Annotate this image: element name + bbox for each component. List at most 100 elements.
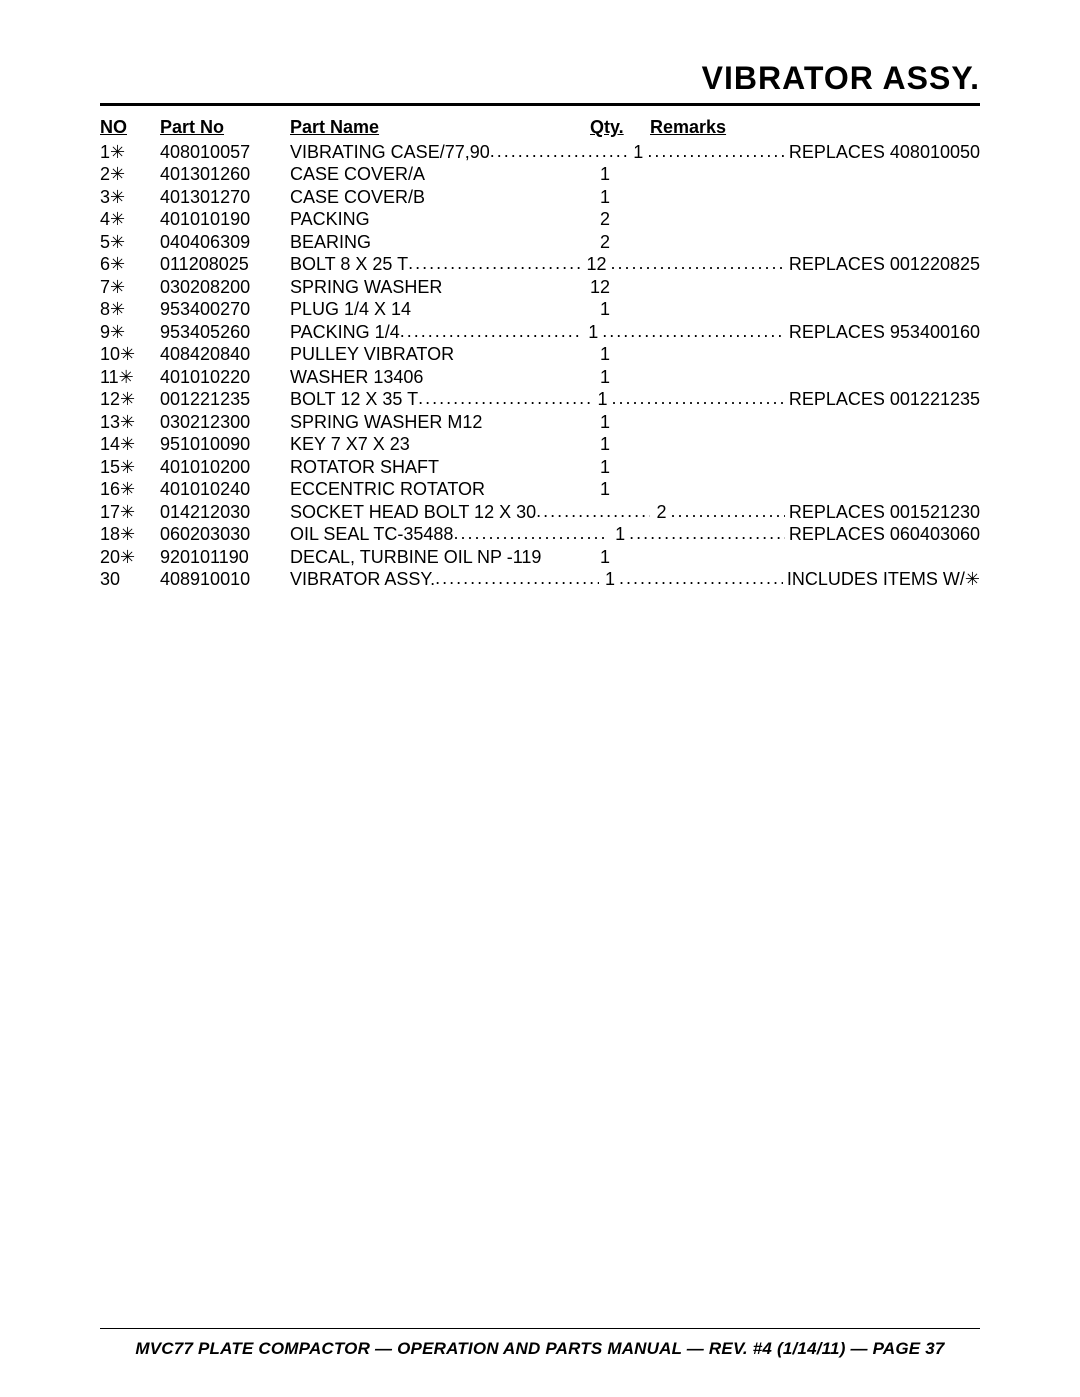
table-row: 7✳030208200SPRING WASHER12 bbox=[100, 276, 980, 299]
leader-dots bbox=[670, 501, 784, 523]
leader-dots bbox=[490, 141, 628, 163]
title-rule bbox=[100, 103, 980, 106]
page-title: VIBRATOR ASSY. bbox=[100, 60, 980, 97]
cell-partno: 060203030 bbox=[160, 523, 290, 546]
page-content: VIBRATOR ASSY. NO Part No Part Name Qty.… bbox=[100, 60, 980, 1357]
cell-partno: 951010090 bbox=[160, 433, 290, 456]
cell-no: 10✳ bbox=[100, 343, 160, 366]
table-row: 11✳401010220WASHER 134061 bbox=[100, 366, 980, 389]
table-row: 9✳953405260PACKING 1/4 1 REPLACES 953400… bbox=[100, 321, 980, 344]
cell-no: 4✳ bbox=[100, 208, 160, 231]
cell-partname: PACKING 1/4 bbox=[290, 321, 400, 344]
cell-name-qty-remarks: VIBRATING CASE/77,90 1 REPLACES 40801005… bbox=[290, 141, 980, 164]
cell-partno: 401010190 bbox=[160, 208, 290, 231]
cell-name-qty-remarks: OIL SEAL TC-35488 1 REPLACES 060403060 bbox=[290, 523, 980, 546]
cell-partno: 920101190 bbox=[160, 546, 290, 569]
cell-partno: 401010240 bbox=[160, 478, 290, 501]
cell-no: 18✳ bbox=[100, 523, 160, 546]
table-row: 10✳408420840PULLEY VIBRATOR1 bbox=[100, 343, 980, 366]
table-row: 1✳408010057VIBRATING CASE/77,90 1 REPLAC… bbox=[100, 141, 980, 164]
cell-no: 16✳ bbox=[100, 478, 160, 501]
table-row: 17✳014212030SOCKET HEAD BOLT 12 X 30 2 R… bbox=[100, 501, 980, 524]
cell-qty: 1 bbox=[609, 523, 629, 546]
cell-no: 20✳ bbox=[100, 546, 160, 569]
cell-qty: 1 bbox=[590, 546, 610, 569]
cell-no: 8✳ bbox=[100, 298, 160, 321]
cell-qty: 1 bbox=[590, 411, 610, 434]
cell-partname: BOLT 8 X 25 T bbox=[290, 253, 408, 276]
cell-partname: CASE COVER/B bbox=[290, 186, 590, 209]
cell-qty: 1 bbox=[590, 163, 610, 186]
cell-remarks: REPLACES 001521230 bbox=[785, 501, 980, 524]
cell-qty: 1 bbox=[627, 141, 647, 164]
cell-qty: 2 bbox=[650, 501, 670, 524]
table-row: 2✳401301260CASE COVER/A1 bbox=[100, 163, 980, 186]
hdr-name: Part Name bbox=[290, 116, 590, 139]
table-row: 16✳401010240ECCENTRIC ROTATOR1 bbox=[100, 478, 980, 501]
cell-partno: 401010220 bbox=[160, 366, 290, 389]
cell-partno: 953405260 bbox=[160, 321, 290, 344]
cell-remarks: REPLACES 408010050 bbox=[785, 141, 980, 164]
cell-partname: BOLT 12 X 35 T bbox=[290, 388, 418, 411]
table-row: 30408910010VIBRATOR ASSY. 1 INCLUDES ITE… bbox=[100, 568, 980, 591]
cell-no: 3✳ bbox=[100, 186, 160, 209]
hdr-no: NO bbox=[100, 116, 160, 139]
cell-no: 9✳ bbox=[100, 321, 160, 344]
page-footer: MVC77 PLATE COMPACTOR — OPERATION AND PA… bbox=[100, 1339, 980, 1359]
cell-qty: 1 bbox=[582, 321, 602, 344]
cell-no: 30 bbox=[100, 568, 160, 591]
cell-qty: 1 bbox=[590, 433, 610, 456]
cell-partname: SPRING WASHER bbox=[290, 276, 590, 299]
cell-no: 6✳ bbox=[100, 253, 160, 276]
table-row: 15✳401010200ROTATOR SHAFT1 bbox=[100, 456, 980, 479]
leader-dots bbox=[610, 253, 784, 275]
leader-dots bbox=[435, 568, 599, 590]
cell-partname: VIBRATING CASE/77,90 bbox=[290, 141, 490, 164]
cell-qty: 1 bbox=[591, 388, 611, 411]
table-row: 8✳953400270PLUG 1/4 X 141 bbox=[100, 298, 980, 321]
cell-qty: 1 bbox=[590, 298, 610, 321]
cell-no: 17✳ bbox=[100, 501, 160, 524]
cell-partno: 408910010 bbox=[160, 568, 290, 591]
cell-partno: 401301260 bbox=[160, 163, 290, 186]
cell-no: 7✳ bbox=[100, 276, 160, 299]
table-row: 5✳040406309BEARING2 bbox=[100, 231, 980, 254]
cell-name-qty-remarks: BOLT 8 X 25 T 12 REPLACES 001220825 bbox=[290, 253, 980, 276]
cell-partname: ECCENTRIC ROTATOR bbox=[290, 478, 590, 501]
cell-partname: BEARING bbox=[290, 231, 590, 254]
cell-no: 2✳ bbox=[100, 163, 160, 186]
cell-qty: 12 bbox=[582, 253, 610, 276]
cell-qty: 2 bbox=[590, 231, 610, 254]
cell-qty: 12 bbox=[590, 276, 610, 299]
cell-no: 13✳ bbox=[100, 411, 160, 434]
cell-no: 11✳ bbox=[100, 366, 160, 389]
cell-partno: 408010057 bbox=[160, 141, 290, 164]
cell-partno: 401301270 bbox=[160, 186, 290, 209]
table-row: 12✳001221235BOLT 12 X 35 T 1 REPLACES 00… bbox=[100, 388, 980, 411]
cell-no: 12✳ bbox=[100, 388, 160, 411]
cell-partno: 953400270 bbox=[160, 298, 290, 321]
cell-partname: KEY 7 X7 X 23 bbox=[290, 433, 590, 456]
table-row: 14✳951010090KEY 7 X7 X 231 bbox=[100, 433, 980, 456]
cell-remarks: REPLACES 060403060 bbox=[785, 523, 980, 546]
footer-rule bbox=[100, 1328, 980, 1329]
cell-qty: 2 bbox=[590, 208, 610, 231]
cell-partname: WASHER 13406 bbox=[290, 366, 590, 389]
cell-partno: 014212030 bbox=[160, 501, 290, 524]
leader-dots bbox=[629, 523, 785, 545]
cell-partname: PACKING bbox=[290, 208, 590, 231]
leader-dots bbox=[619, 568, 783, 590]
cell-partname: VIBRATOR ASSY. bbox=[290, 568, 435, 591]
cell-remarks: REPLACES 001221235 bbox=[785, 388, 980, 411]
table-row: 4✳401010190PACKING2 bbox=[100, 208, 980, 231]
leader-dots bbox=[602, 321, 785, 343]
leader-dots bbox=[400, 321, 583, 343]
cell-name-qty-remarks: BOLT 12 X 35 T 1 REPLACES 001221235 bbox=[290, 388, 980, 411]
table-row: 3✳401301270CASE COVER/B1 bbox=[100, 186, 980, 209]
cell-remarks: REPLACES 953400160 bbox=[785, 321, 980, 344]
cell-partno: 011208025 bbox=[160, 253, 290, 276]
cell-partname: OIL SEAL TC-35488 bbox=[290, 523, 453, 546]
cell-partno: 040406309 bbox=[160, 231, 290, 254]
cell-partname: SOCKET HEAD BOLT 12 X 30 bbox=[290, 501, 536, 524]
cell-qty: 1 bbox=[590, 478, 610, 501]
